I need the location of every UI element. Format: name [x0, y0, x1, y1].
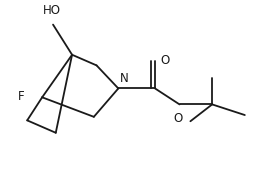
Text: HO: HO: [43, 4, 61, 17]
Text: N: N: [120, 72, 128, 85]
Text: F: F: [18, 90, 24, 103]
Text: O: O: [174, 112, 183, 125]
Text: O: O: [160, 54, 169, 67]
